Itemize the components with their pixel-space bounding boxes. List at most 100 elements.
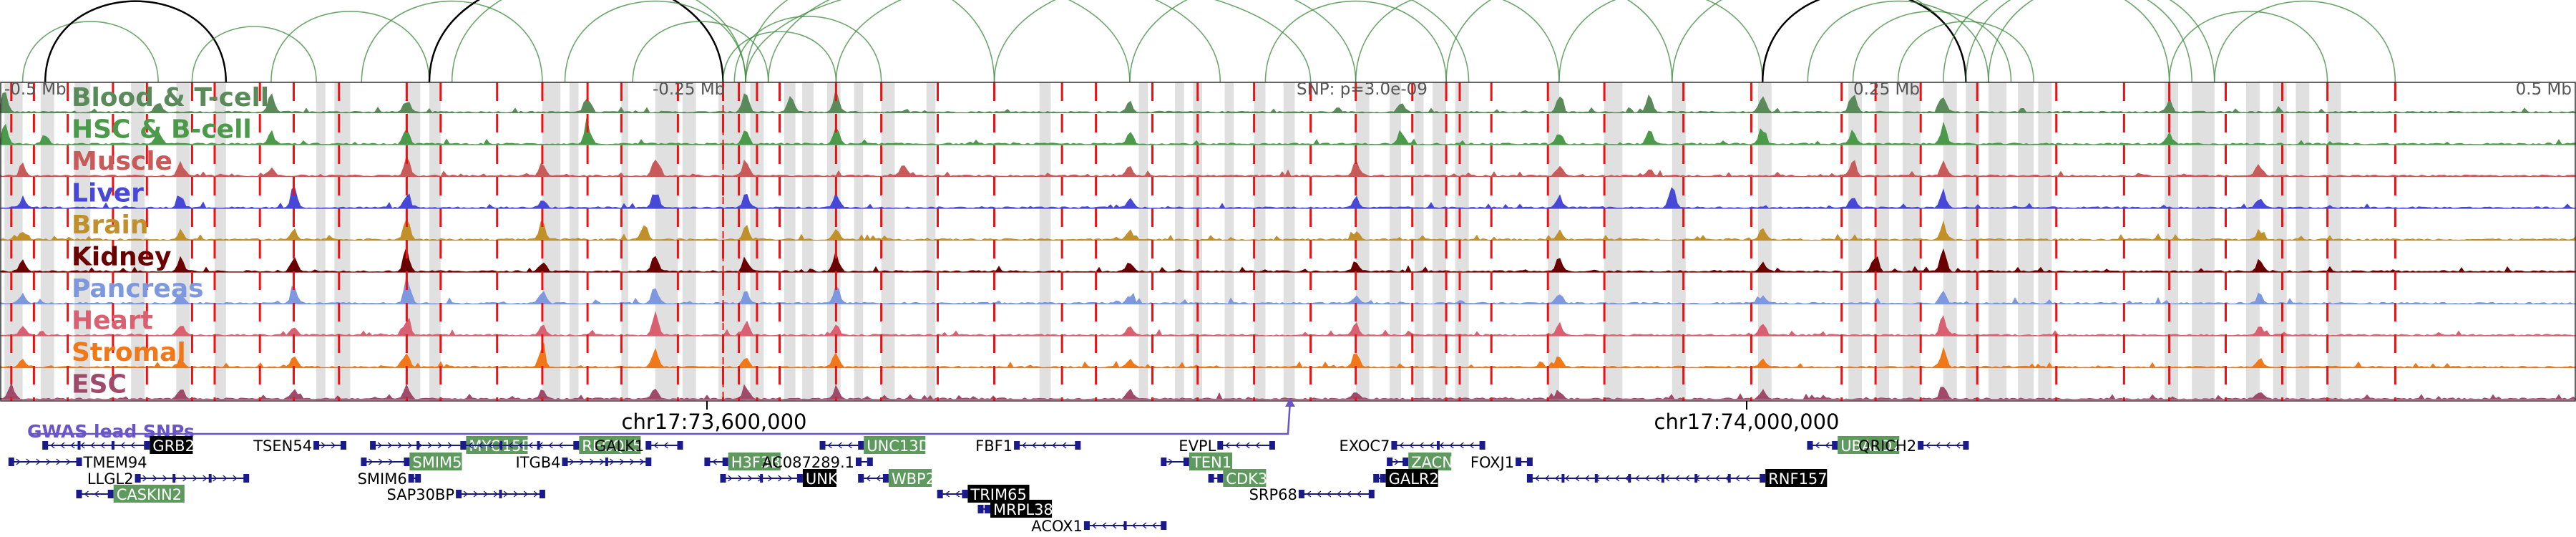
gene-strand-chevron [748,475,753,482]
accessibility-tracks [0,90,2576,400]
gene-exon [1760,474,1766,483]
gene-label: CASKIN2 [117,486,182,503]
loop-arc-23 [1807,0,1989,83]
gene-exon [1628,474,1631,483]
track-label-6: Pancreas [72,274,204,304]
gene-strand-chevron [630,458,635,465]
gene-strand-chevron [590,458,595,465]
loop-arc-10 [733,16,882,83]
gene-strand-chevron [788,475,793,482]
gene-strand-chevron [570,458,575,465]
gene-strand-chevron [203,475,208,482]
gene-exon [539,490,545,498]
gene-exon [460,441,467,450]
gene-strand-chevron [1168,458,1174,465]
gene-strand-chevron [1704,475,1710,482]
gene-evpl: EVPL [1179,437,1275,455]
gene-exoc7: EXOC7 [1340,437,1485,455]
gene-strand-chevron [1815,442,1820,449]
track-label-8: Stromal [72,338,186,367]
loop-arc-29 [2168,11,2328,83]
gene-exon [977,505,984,513]
gene-label: EVPL [1179,437,1216,455]
gene-strand-chevron [50,442,55,449]
gene-exon [1516,458,1522,466]
gene-label-box [967,485,1030,503]
offset-tick--0.5-mb: -0.5 Mb [4,80,67,99]
gene-strand-chevron [1409,442,1414,449]
gene-exon [704,458,711,466]
gene-strand-chevron [90,442,95,449]
gene-exon [77,441,81,450]
gene-label: TEN1 [1191,454,1231,471]
gene-label-box [409,453,462,470]
shaded-region-50 [2273,82,2287,401]
gene-strand-chevron [1394,458,1400,465]
gene-strand-chevron [558,442,563,449]
gene-strand-chevron [1399,442,1404,449]
gene-strand-chevron [1052,442,1057,449]
gene-exon [1208,474,1214,483]
gene-label: SMIM5 [412,454,462,471]
shaded-region-38 [1757,82,1772,401]
track-signal-9 [0,382,2576,400]
gene-strand-chevron [1624,475,1630,482]
gene-strand-chevron [513,490,519,498]
gene-strand-chevron [1714,475,1720,482]
gene-smim6: SMIM6 [358,470,421,488]
track-brain [0,218,2576,241]
gene-label: AC087289.1 [762,454,854,471]
gene-strand-chevron [503,490,509,498]
loop-arc-3 [270,11,430,83]
gene-strand-chevron [1429,442,1434,449]
gene-exon [76,490,82,498]
gene-label: ITGB4 [515,454,560,471]
gene-strand-chevron [1735,475,1740,482]
gene-strand-chevron [1684,475,1690,482]
shaded-region-18 [802,82,814,401]
gene-strand-chevron [1544,475,1550,482]
gene-label-box [150,436,193,454]
gene-strand-chevron [493,490,499,498]
gene-unk: UNK [720,469,839,488]
track-liver [0,187,2576,209]
loop-arc-30 [2213,0,2396,83]
gene-strand-chevron [447,442,453,449]
gene-exon [645,458,652,466]
gene-strand-chevron [580,458,585,465]
gene-exon [499,441,502,450]
track-label-3: Liver [72,179,144,208]
gene-strand-chevron [473,490,479,498]
gene-label: SRP68 [1249,486,1297,503]
gene-strand-chevron [427,442,433,449]
gene-strand-chevron [80,442,85,449]
loop-arc-2 [191,26,317,83]
gene-strand-chevron [1225,442,1230,449]
gene-exon [1183,458,1189,466]
gene-rnf157: RNF157 [1526,469,1828,488]
gene-strand-chevron [172,475,177,482]
shaded-region-43 [1966,82,1980,401]
gene-exon [858,441,864,450]
gene-exon [858,474,864,483]
offset-tick-0.25-mb: 0.25 Mb [1853,80,1920,99]
gene-strand-chevron [1574,475,1580,482]
track-frame-border [0,82,2576,402]
gene-strand-chevron [478,442,483,449]
shaded-region-13 [655,82,678,401]
gene-strand-chevron [233,475,238,482]
gene-exon [404,458,410,466]
shaded-region-25 [1175,82,1184,401]
gene-exon [107,490,114,498]
gene-strand-chevron [712,458,717,465]
gene-strand-chevron [610,458,615,465]
gene-strand-chevron [1469,442,1474,449]
gene-track: GRB2TSEN54MYO15BRECQL5GALK1UNC13DFBF1EVP… [8,436,1969,535]
gene-strand-chevron [866,475,871,482]
gene-srp68: SRP68 [1249,486,1375,503]
gene-exon [937,490,943,498]
gene-exon [1373,474,1380,483]
gene-strand-chevron [1745,475,1750,482]
gene-exon [456,490,462,498]
